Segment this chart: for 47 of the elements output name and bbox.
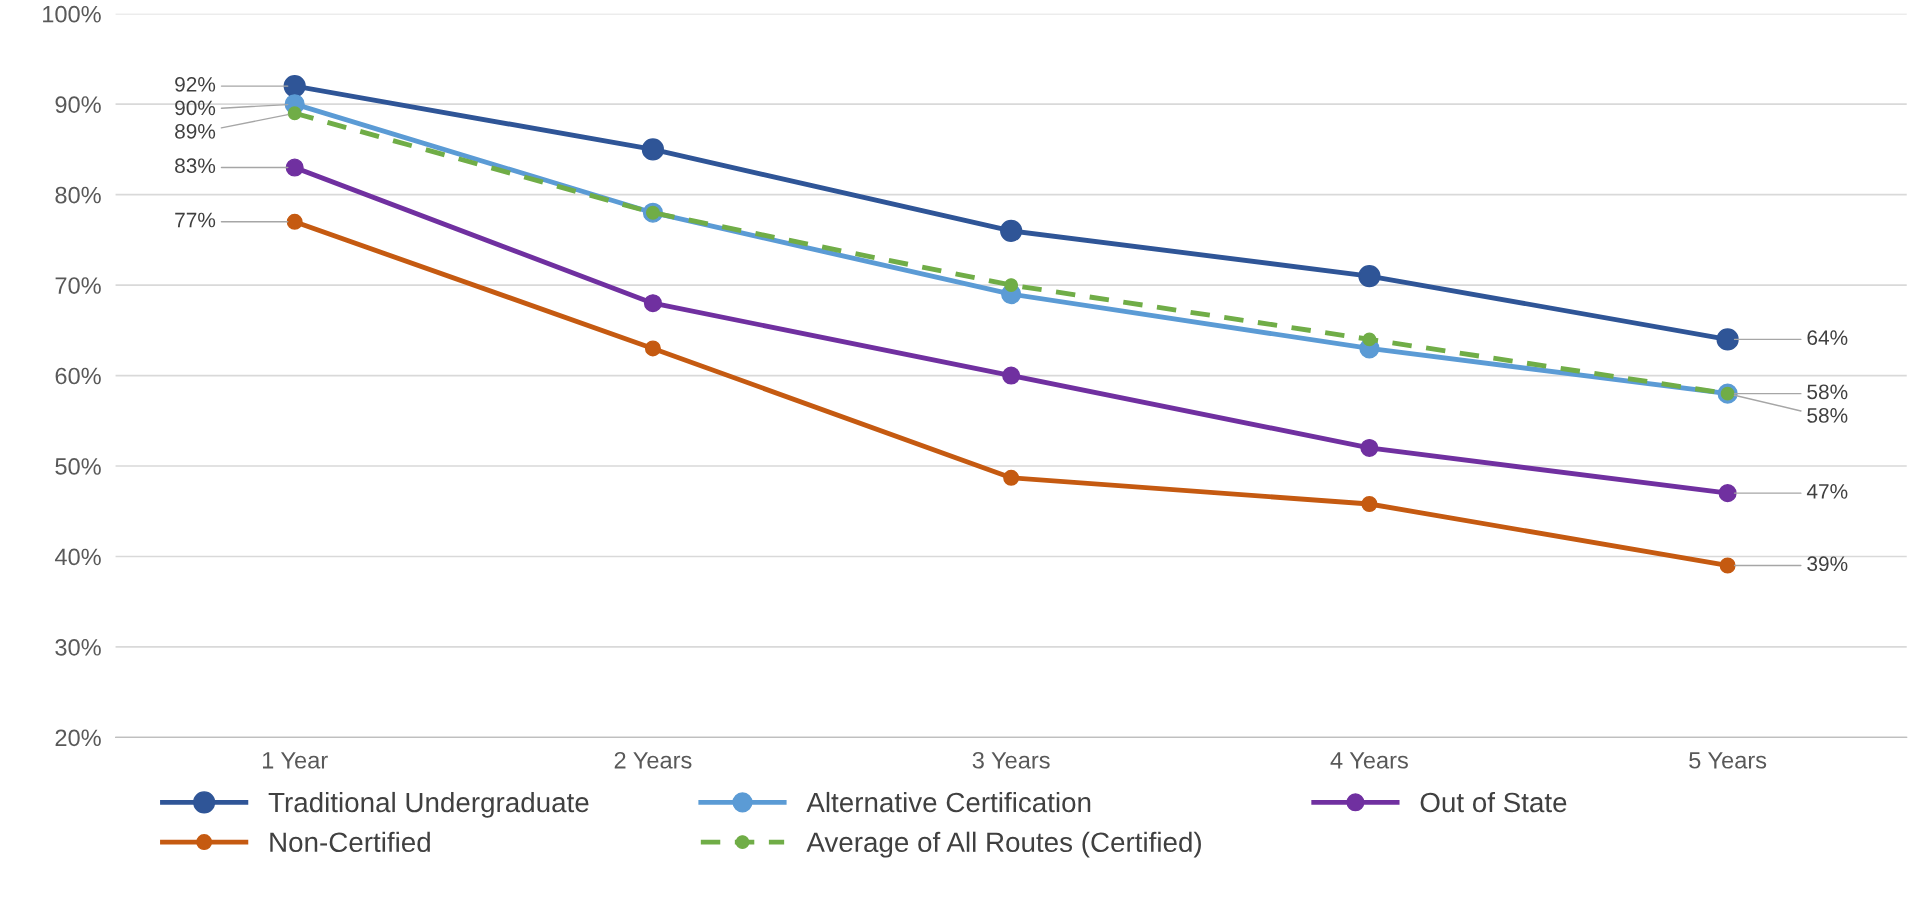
point [1002,366,1021,385]
point [1360,438,1379,457]
point [283,74,306,98]
data-label: 47% [1806,484,1848,499]
x-tick-label: 3 Years [972,751,1050,769]
data-label: 83% [175,158,216,174]
x-tick-label: 2 Years [614,751,692,769]
point [287,106,302,121]
point [644,340,661,357]
y-tick-label: 90% [55,96,101,113]
y-tick-label: 30% [55,638,101,656]
x-tick-label: 5 Years [1689,752,1767,769]
point [1000,219,1023,242]
data-label: 64% [1807,330,1848,345]
point [1719,557,1736,574]
legend-label: Average of All Routes (Certified) [806,831,1201,858]
x-tick-label: 4 Years [1330,752,1408,769]
legend-label: Traditional Undergraduate [268,791,589,818]
point [1004,278,1019,293]
point [1003,469,1020,486]
legend-label: Out of State [1420,791,1567,813]
y-tick-label: 60% [55,367,101,385]
data-label: 90% [175,100,216,116]
y-tick-label: 70% [55,277,101,294]
point [641,138,665,161]
point [643,294,662,313]
data-label: 92% [175,76,216,92]
point [286,213,303,230]
data-label: 58% [1807,384,1848,400]
data-label: 39% [1807,556,1848,572]
point [1361,496,1378,512]
point [1358,264,1381,288]
data-label: 77% [175,212,216,228]
y-tick-label: 20% [55,729,101,747]
y-tick-label: 100% [43,5,101,23]
point [285,158,304,177]
legend-label: Non-Certified [270,831,430,853]
point [1716,328,1739,351]
x-tick-label: 1 Year [262,752,328,769]
y-tick-label: 50% [55,458,101,475]
point [1718,484,1737,503]
y-tick-label: 80% [55,186,101,204]
legend-label: Alternative Certification [806,791,1091,813]
point [1362,332,1377,347]
y-tick-label: 40% [54,548,101,566]
data-label: 58% [1807,408,1848,423]
data-label: 89% [175,123,216,139]
